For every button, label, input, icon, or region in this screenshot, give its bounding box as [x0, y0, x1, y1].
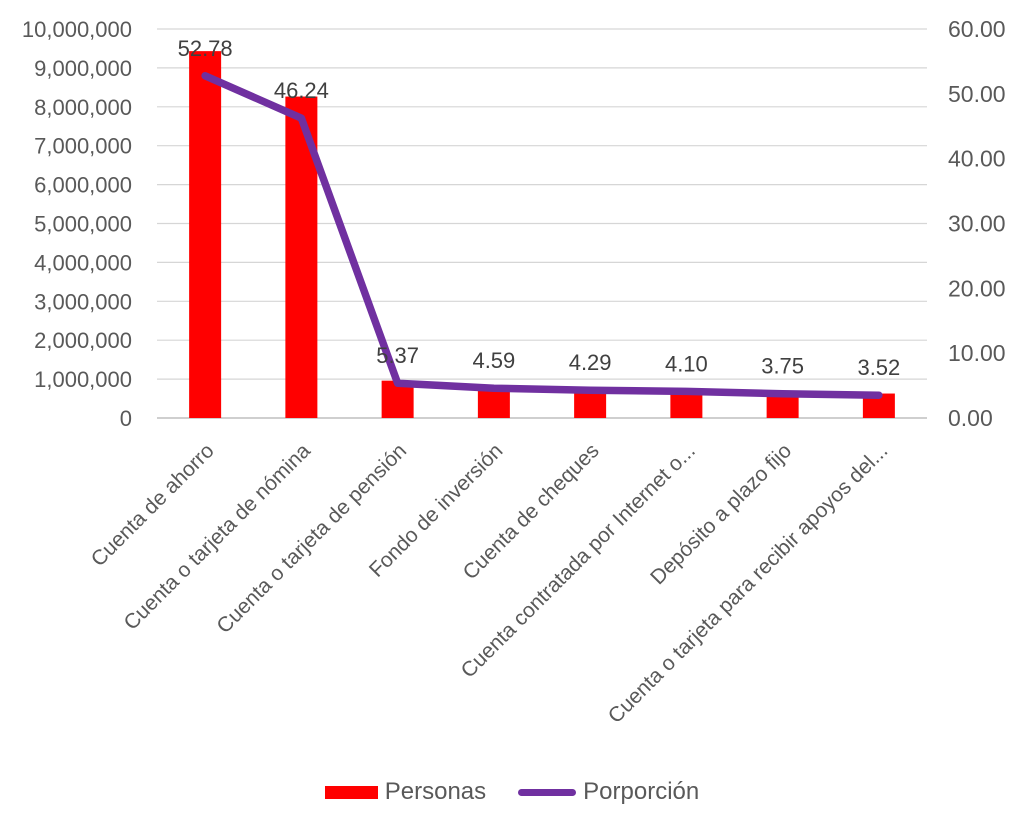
- left-axis-tick-label: 0: [120, 406, 132, 431]
- legend-item-porporcion: Porporción: [518, 778, 699, 806]
- right-axis-tick-label: 60.00: [948, 16, 1006, 42]
- right-axis-tick-label: 50.00: [948, 81, 1006, 107]
- data-label: 52.78: [178, 36, 233, 61]
- data-label: 4.10: [665, 351, 708, 376]
- category-label: Cuenta o tarjeta de nómina: [120, 439, 316, 635]
- right-axis-tick-label: 20.00: [948, 275, 1006, 301]
- data-label: 4.59: [472, 348, 515, 373]
- combo-chart: 0 1,000,000 2,000,000 3,000,000 4,000,000 5,0…: [22, 16, 1006, 728]
- left-axis-tick-label: 7,000,000: [34, 134, 132, 159]
- legend-line-swatch-icon: [518, 788, 577, 796]
- data-label: 3.75: [761, 354, 804, 379]
- left-axis-tick-label: 8,000,000: [34, 95, 132, 120]
- data-label: 46.24: [274, 78, 329, 103]
- data-label: 4.29: [569, 350, 612, 375]
- left-axis-tick-label: 6,000,000: [34, 173, 132, 198]
- left-axis-tick-label: 10,000,000: [22, 17, 132, 42]
- right-axis-tick-label: 30.00: [948, 211, 1006, 237]
- legend-item-personas: Personas: [324, 778, 487, 806]
- left-axis-tick-label: 2,000,000: [34, 328, 132, 353]
- left-axis-tick-label: 1,000,000: [34, 367, 132, 392]
- proportion-line: [201, 72, 883, 399]
- chart-legend: Personas Porporción: [0, 772, 1024, 812]
- left-axis-tick-label: 3,000,000: [34, 289, 132, 314]
- data-label: 3.52: [857, 355, 900, 380]
- legend-label-personas: Personas: [384, 778, 487, 805]
- legend-bar-swatch-icon: [324, 785, 378, 799]
- category-label: Cuenta o tarjeta de pensión: [212, 439, 411, 638]
- left-axis-tick-label: 4,000,000: [34, 250, 132, 275]
- left-axis-tick-label: 5,000,000: [34, 212, 132, 237]
- data-label: 5.37: [376, 343, 419, 368]
- legend-label-porporcion: Porporción: [583, 778, 700, 805]
- right-axis-tick-label: 40.00: [948, 146, 1006, 172]
- bar-1: [189, 51, 222, 419]
- right-axis-tick-label: 0.00: [948, 405, 993, 431]
- right-axis-tick-label: 10.00: [948, 340, 1006, 366]
- left-axis-tick-label: 9,000,000: [34, 56, 132, 81]
